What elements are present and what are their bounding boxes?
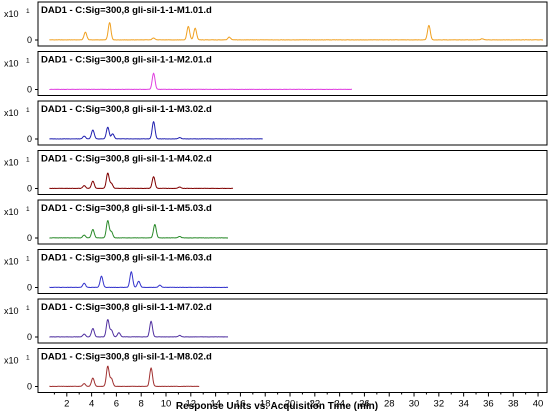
chromatogram-trace xyxy=(49,22,544,41)
y-tick-label: 0 xyxy=(27,134,32,144)
x-axis: 2 4 6 8 10 12 14 16 18 20 22 24 26 28 30 32 34 36 38 40 xyxy=(53,392,544,410)
x-tick-label: 32 xyxy=(434,399,445,410)
x-tick-label: 16 xyxy=(235,399,246,410)
y-scale-label: x10 xyxy=(4,9,19,19)
panel-title: DAD1 - C:Sig=300,8 gli-sil-1-1-M5.03.d xyxy=(41,203,212,214)
x-tick-label: 22 xyxy=(310,399,321,410)
panel-frame xyxy=(37,199,548,245)
x-tick-label: 2 xyxy=(64,399,69,410)
chromatogram-trace xyxy=(49,121,263,140)
chromatogram-panel: DAD1 - C:Sig=300,8 gli-sil-1-1-M3.02.d x1… xyxy=(4,100,548,146)
x-tick-label: 8 xyxy=(139,399,144,410)
panel-frame xyxy=(37,348,548,393)
panel-title: DAD1 - C:Sig=300,8 gli-sil-1-1-M4.02.d xyxy=(41,154,212,165)
x-tick-label: 18 xyxy=(260,399,271,410)
y-tick-label: 0 xyxy=(27,332,32,342)
x-tick-label: 24 xyxy=(334,399,345,410)
chromatogram-trace xyxy=(49,365,200,387)
x-tick-label: 14 xyxy=(210,399,221,410)
y-scale-label: x10 xyxy=(4,356,19,366)
x-axis-title: Response Units vs. Acquisition Time (min… xyxy=(176,401,378,411)
y-scale-exponent: 1 xyxy=(26,256,30,263)
chromatogram-trace xyxy=(49,319,229,338)
x-tick-label: 20 xyxy=(285,399,296,410)
y-scale-exponent: 1 xyxy=(26,206,30,213)
y-scale-label: x10 xyxy=(4,257,19,267)
chromatogram-panel: DAD1 - C:Sig=300,8 gli-sil-1-1-M8.02.d x1… xyxy=(4,348,548,393)
panel-frame xyxy=(37,298,548,344)
y-tick-label: 0 xyxy=(27,233,32,243)
y-scale-exponent: 1 xyxy=(26,107,30,114)
x-tick-label: 10 xyxy=(161,399,172,410)
panel-title: DAD1 - C:Sig=300,8 gli-sil-1-1-M6.03.d xyxy=(41,253,212,264)
chromatogram-panel: DAD1 - C:Sig=300,8 gli-sil-1-1-M2.01.d x1… xyxy=(4,51,548,96)
panel-frame xyxy=(37,1,548,47)
chromatogram-panel: DAD1 - C:Sig=300,8 gli-sil-1-1-M1.01.d x1… xyxy=(4,1,548,47)
x-tick-label: 38 xyxy=(508,399,519,410)
chromatogram-panel: DAD1 - C:Sig=300,8 gli-sil-1-1-M7.02.d x1… xyxy=(4,298,548,344)
chromatogram-trace xyxy=(49,271,229,288)
x-tick-label: 28 xyxy=(384,399,395,410)
y-tick-label: 0 xyxy=(27,35,32,45)
chromatogram-panel: DAD1 - C:Sig=300,8 gli-sil-1-1-M4.02.d x1… xyxy=(4,150,548,195)
y-scale-exponent: 1 xyxy=(26,157,30,164)
panel-frame xyxy=(37,150,548,195)
y-scale-label: x10 xyxy=(4,108,19,118)
y-tick-label: 0 xyxy=(27,382,32,392)
y-tick-label: 0 xyxy=(27,85,32,95)
panel-title: DAD1 - C:Sig=300,8 gli-sil-1-1-M1.01.d xyxy=(41,5,212,16)
panel-frame xyxy=(37,249,548,294)
y-scale-exponent: 1 xyxy=(26,58,30,65)
chromatogram-panel: DAD1 - C:Sig=300,8 gli-sil-1-1-M6.03.d x1… xyxy=(4,249,548,294)
panel-title: DAD1 - C:Sig=300,8 gli-sil-1-1-M2.01.d xyxy=(41,55,212,66)
x-tick-label: 34 xyxy=(458,399,469,410)
y-scale-exponent: 1 xyxy=(26,8,30,15)
y-scale-label: x10 xyxy=(4,158,19,168)
y-scale-exponent: 1 xyxy=(26,355,30,362)
panel-frame xyxy=(37,100,548,146)
x-tick-label: 40 xyxy=(533,399,544,410)
y-scale-exponent: 1 xyxy=(26,305,30,312)
panels-group: DAD1 - C:Sig=300,8 gli-sil-1-1-M1.01.d x1… xyxy=(4,1,548,393)
panel-title: DAD1 - C:Sig=300,8 gli-sil-1-1-M3.02.d xyxy=(41,104,212,115)
y-scale-label: x10 xyxy=(4,306,19,316)
y-tick-label: 0 xyxy=(27,283,32,293)
chromatogram-trace xyxy=(49,172,234,189)
x-tick-label: 26 xyxy=(359,399,370,410)
y-scale-label: x10 xyxy=(4,59,19,69)
x-tick-label: 36 xyxy=(483,399,494,410)
panel-frame xyxy=(37,51,548,96)
x-tick-label: 4 xyxy=(89,399,94,410)
x-tick-label: 30 xyxy=(409,399,420,410)
chromatogram-panel: DAD1 - C:Sig=300,8 gli-sil-1-1-M5.03.d x1… xyxy=(4,199,548,245)
panel-title: DAD1 - C:Sig=300,8 gli-sil-1-1-M7.02.d xyxy=(41,302,212,313)
chromatogram-trace xyxy=(49,220,228,239)
x-tick-label: 12 xyxy=(186,399,197,410)
chromatogram-trace xyxy=(49,72,352,90)
y-tick-label: 0 xyxy=(27,184,32,194)
panel-title: DAD1 - C:Sig=300,8 gli-sil-1-1-M8.02.d xyxy=(41,352,212,363)
x-tick-label: 6 xyxy=(114,399,119,410)
y-scale-label: x10 xyxy=(4,207,19,217)
